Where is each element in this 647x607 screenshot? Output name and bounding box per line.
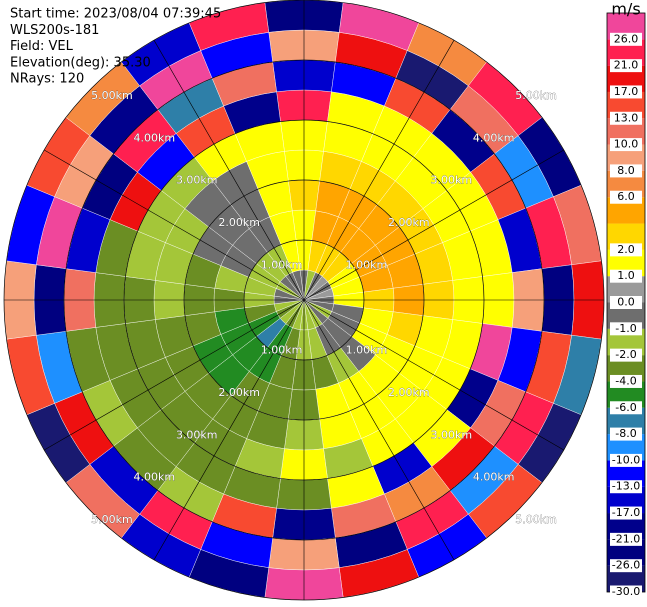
colorbar-tick-label: -13.0 [612, 480, 640, 493]
colorbar-tick-label: -8.0 [615, 427, 636, 440]
spoke [153, 40, 305, 301]
colorbar-tick-label: 2.0 [617, 243, 635, 256]
range-ring-label: 4.00km [134, 131, 176, 144]
colorbar-tick-label: 8.0 [617, 164, 635, 177]
range-ring [123, 119, 485, 481]
colorbar-tick-label: -21.0 [612, 532, 640, 545]
colorbar-tick-label: 10.0 [614, 138, 639, 151]
colorbar-tick-label: -26.0 [612, 559, 640, 572]
velocity-field [3, 0, 605, 601]
colorbar-tick-label: 6.0 [617, 190, 635, 203]
header-line: NRays: 120 [10, 72, 84, 87]
range-ring-label: 2.00km [388, 216, 430, 229]
range-ring-label: 4.00km [473, 471, 515, 484]
colorbar-tick-box [610, 532, 642, 546]
range-ring-label: 3.00km [176, 174, 218, 187]
colorbar-tick-label: 26.0 [614, 32, 639, 45]
colorbar-tick-label: 0.0 [617, 296, 635, 309]
range-ring-label: 4.00km [134, 471, 176, 484]
colorbar-tick-box [610, 427, 642, 441]
range-ring-label: 2.00km [218, 216, 260, 229]
colorbar-tick-box [610, 190, 642, 204]
spoke [153, 299, 305, 560]
range-ring-label: 2.00km [388, 386, 430, 399]
colorbar-tick-box [610, 32, 642, 46]
range-ring-label: 1.00km [261, 343, 303, 356]
range-ring-label: 3.00km [430, 428, 472, 441]
colorbar-tick-box [610, 453, 642, 467]
colorbar-tick-label: 17.0 [614, 85, 639, 98]
colorbar-tick-label: -6.0 [615, 401, 636, 414]
colorbar-tick-box [610, 243, 642, 257]
colorbar-tick-box [610, 269, 642, 283]
colorbar-tick-label: -4.0 [615, 374, 636, 387]
colorbar-tick-box [610, 480, 642, 494]
colorbar-tick-box [610, 585, 642, 599]
header-line: Field: VEL [10, 39, 74, 54]
header-line: WLS200s-181 [10, 23, 99, 38]
ring-labels: 1.00km 1.00km 1.00km 1.00km 2.00km 2.00km 2.00… [91, 89, 557, 527]
colorbar-tick-box [610, 559, 642, 573]
spoke [303, 299, 455, 560]
colorbar-tick-box [610, 59, 642, 73]
colorbar-tick-box [610, 401, 642, 415]
range-ring-label: 5.00km [91, 89, 133, 102]
colorbar-tick-box [610, 138, 642, 152]
range-ring [63, 59, 545, 541]
range-ring-label: 5.00km [515, 89, 557, 102]
range-ring-label: 3.00km [430, 174, 472, 187]
colorbar-tick-label: 21.0 [614, 59, 639, 72]
range-ring [183, 179, 425, 421]
range-ring [243, 239, 365, 361]
colorbar-tick-label: 13.0 [614, 111, 639, 124]
header-line: Start time: 2023/08/04 07:39:45 [10, 7, 221, 22]
colorbar-tick-label: -10.0 [612, 453, 640, 466]
range-ring-label: 1.00km [346, 259, 388, 272]
range-ring-label: 5.00km [515, 513, 557, 526]
colorbar-tick-box [610, 374, 642, 388]
colorbar: m/s 26.0 21.0 17.0 13.0 10.0 8.0 6.0 2.0 1.0 0.0 -1… [606, 0, 646, 599]
spoke [303, 40, 455, 301]
colorbar-tick-label: -2.0 [615, 348, 636, 361]
spoke [303, 149, 564, 301]
colorbar-tick-box [610, 164, 642, 178]
range-ring-label: 4.00km [473, 131, 515, 144]
range-ring [3, 0, 605, 601]
colorbar-tick-box [610, 111, 642, 125]
spoke [303, 299, 564, 451]
range-ring-label: 5.00km [91, 513, 133, 526]
colorbar-tick-box [610, 296, 642, 309]
range-ring-label: 3.00km [176, 428, 218, 441]
colorbar-title: m/s [611, 0, 640, 19]
spoke [44, 299, 305, 451]
spoke [44, 149, 305, 301]
colorbar-tick-box [610, 506, 642, 520]
colorbar-tick-box [610, 85, 642, 99]
range-ring-label: 2.00km [218, 386, 260, 399]
colorbar-tick-box [610, 322, 642, 336]
colorbar-tick-label: -1.0 [615, 322, 636, 335]
header-line: Elevation(deg): 35.30 [10, 55, 151, 70]
polar-grid [3, 0, 605, 601]
colorbar-tick-label: 1.0 [617, 269, 635, 282]
range-ring-label: 1.00km [346, 343, 388, 356]
range-ring-label: 1.00km [261, 259, 303, 272]
colorbar-tick-label: -30.0 [612, 585, 640, 598]
header: Start time: 2023/08/04 07:39:45WLS200s-1… [10, 7, 221, 87]
colorbar-tick-label: -17.0 [612, 506, 640, 519]
colorbar-tick-box [610, 348, 642, 362]
